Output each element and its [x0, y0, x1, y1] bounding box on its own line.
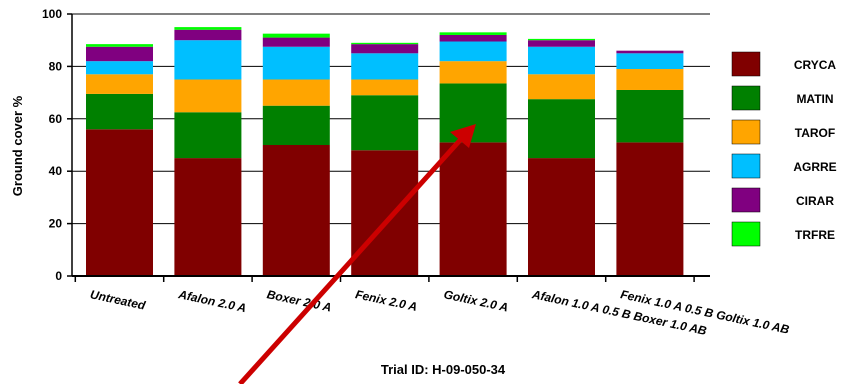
bar-segment-tarof — [174, 79, 242, 113]
bar-segment-matin — [174, 112, 242, 159]
bar-segment-tarof — [439, 61, 507, 84]
bar-segment-cryca — [351, 150, 419, 276]
x-tick-label: Goltix 2.0 A — [442, 287, 509, 314]
bar-segment-cirar — [174, 29, 242, 41]
bar-segment-cryca — [528, 158, 595, 276]
bar-segment-agrre — [616, 53, 684, 70]
axes — [67, 13, 710, 282]
y-tick-label: 100 — [42, 7, 62, 21]
arrow-head — [450, 124, 476, 148]
bar-segment-tarof — [86, 74, 153, 94]
legend-label-matin: MATIN — [796, 92, 833, 106]
x-tick-label: Fenix 2.0 A — [354, 287, 418, 314]
x-tick-label: Untreated — [89, 287, 147, 312]
bar-segment-cryca — [616, 142, 684, 276]
bar-segment-tarof — [351, 79, 419, 96]
bar-segment-cirar — [86, 46, 153, 62]
y-tick-label: 0 — [55, 269, 62, 283]
red-arrow-annotation — [238, 124, 476, 384]
y-tick-label: 40 — [49, 164, 63, 178]
bar-segment-trfre — [528, 38, 595, 41]
bars — [86, 27, 684, 276]
legend-label-agrre: AGRRE — [793, 160, 836, 174]
x-tick-label: Afalon 2.0 A — [176, 287, 247, 315]
y-tick-label: 80 — [49, 59, 63, 73]
bar-segment-tarof — [528, 74, 595, 100]
bar-segment-agrre — [351, 53, 419, 80]
bar-segment-trfre — [86, 44, 153, 47]
bar-segment-trfre — [351, 42, 419, 45]
bar-segment-agrre — [86, 61, 153, 75]
bar-segment-cryca — [439, 142, 507, 276]
bar-segment-cryca — [262, 145, 330, 276]
bar-segment-matin — [528, 99, 595, 159]
bar-segment-agrre — [439, 41, 507, 62]
bar-segment-cirar — [616, 50, 684, 54]
bar-segment-cirar — [439, 34, 507, 42]
y-tick-labels: 0 20 40 60 80 100 — [42, 7, 62, 283]
legend-label-tarof: TAROF — [795, 126, 835, 140]
bar-segment-tarof — [262, 79, 330, 106]
bar-segment-agrre — [262, 46, 330, 80]
legend-label-trfre: TRFRE — [795, 228, 835, 242]
bar-segment-cryca — [174, 158, 242, 276]
legend-label-cryca: CRYCA — [794, 58, 837, 72]
x-axis-label: Trial ID: H-09-050-34 — [381, 362, 506, 377]
bar-segment-cirar — [351, 44, 419, 54]
y-axis-label: Ground cover % — [10, 95, 25, 196]
legend-swatch-trfre — [731, 221, 761, 247]
bar-segment-matin — [616, 89, 684, 143]
bar-segment-agrre — [528, 46, 595, 75]
legend-swatch-cirar — [731, 187, 761, 213]
legend-swatch-agrre — [731, 153, 761, 179]
x-tick-labels: Untreated Afalon 2.0 A Boxer 2.0 A Fenix 2.… — [89, 287, 791, 338]
bar-segment-matin — [262, 105, 330, 145]
legend-swatch-matin — [731, 85, 761, 111]
legend-swatch-tarof — [731, 119, 761, 145]
bar-segment-matin — [86, 93, 153, 130]
bar-segment-tarof — [616, 69, 684, 90]
y-tick-label: 60 — [49, 112, 63, 126]
bar-segment-cirar — [528, 40, 595, 47]
bar-segment-trfre — [439, 32, 507, 35]
legend-swatch-cryca — [731, 51, 761, 77]
bar-segment-agrre — [174, 40, 242, 80]
bar-segment-cirar — [262, 37, 330, 47]
legend-label-cirar: CIRAR — [796, 194, 834, 208]
bar-segment-trfre — [174, 27, 242, 30]
arrow-shaft — [238, 136, 464, 384]
bar-segment-trfre — [262, 33, 330, 38]
legend: CRYCA MATIN TAROF AGRRE CIRAR TRFRE — [731, 51, 837, 247]
y-tick-label: 20 — [49, 217, 63, 231]
bar-segment-cryca — [86, 129, 153, 276]
bar-segment-matin — [351, 95, 419, 151]
